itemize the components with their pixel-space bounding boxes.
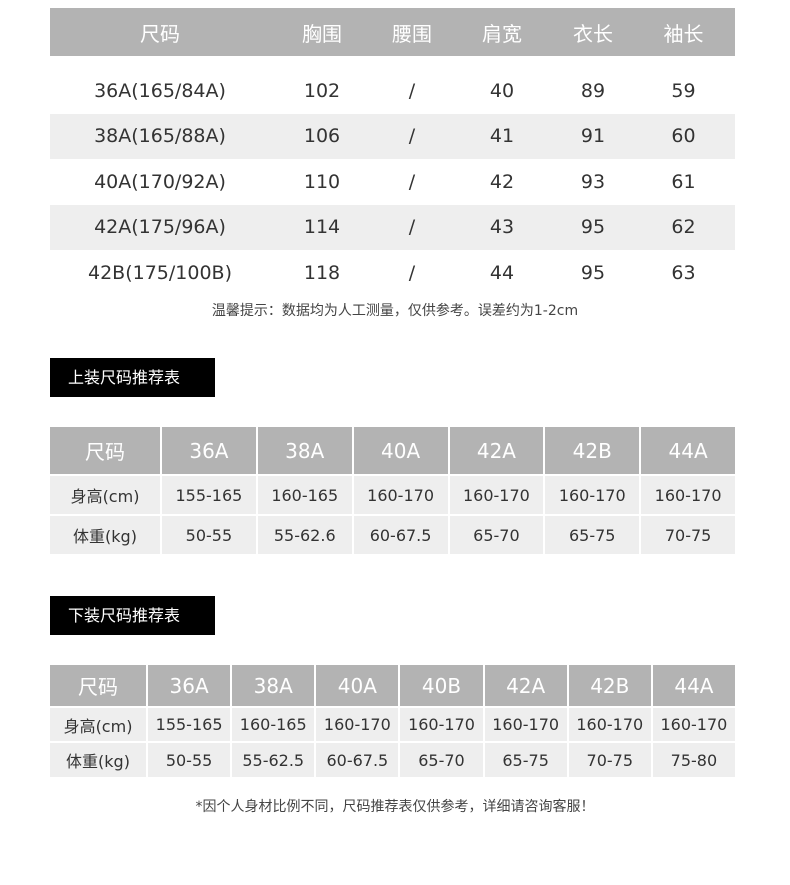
table-cell: 160-170 [400,708,483,741]
table-cell: 160-165 [257,476,352,514]
table-cell: 70-75 [568,743,651,777]
table-cell: 59 [671,79,696,102]
table-cell: / [408,261,416,284]
table-cell: 50-55 [148,743,231,777]
table-cell: 50-55 [162,516,256,554]
table-cell: 44 [489,261,515,284]
table-cell: 91 [580,125,606,148]
table-row: 38A(165/88A) 106 / 41 91 60 [50,113,735,159]
row-label: 身高(cm) [50,708,146,741]
table-cell: 40 [489,79,515,102]
header-cell: 44A [652,665,735,706]
header-cell: 42B [568,665,651,706]
header-cell: 衣长 [573,21,613,46]
table-cell: 160-170 [545,476,640,514]
table-cell: 60 [671,125,696,148]
table-cell: 40A(170/92A) [94,170,226,193]
table-row: 40A(170/92A) 110 / 42 93 61 [50,159,735,205]
table-cell: 60-67.5 [353,516,448,554]
table-row: 42A(175/96A) 114 / 43 95 62 [50,204,735,250]
table-cell: 55-62.5 [232,743,315,777]
header-cell: 38A [257,427,352,474]
table-cell: 160-170 [641,476,735,514]
table-cell: 93 [580,170,606,193]
header-cell: 36A [148,665,231,706]
table-cell: 75-80 [652,743,735,777]
top-recommend-table: 尺码 36A 38A 40A 42A 42B 44A 身高(cm) 155-165 160-165… [50,427,735,554]
header-cell: 腰围 [392,21,432,46]
table-cell: 42B(175/100B) [87,261,232,284]
table-cell: 38A(165/88A) [94,125,226,148]
row-label: 体重(kg) [50,743,146,777]
header-cell: 尺码 [50,427,160,474]
row-label: 身高(cm) [50,476,160,514]
table-cell: 160-170 [652,708,735,741]
header-cell: 42A [484,665,567,706]
table-cell: 42A(175/96A) [94,216,226,239]
table-cell: 95 [580,261,606,284]
table-cell: 160-170 [316,708,399,741]
header-cell: 40A [316,665,399,706]
table-cell: 62 [671,216,696,239]
header-cell: 42B [545,427,640,474]
header-cell: 胸围 [302,21,342,46]
measurement-table: 尺码 胸围 腰围 肩宽 衣长 袖长 36A(165/84A) 102 / 40 89 59 38A(16… [50,8,735,296]
table-cell: / [408,125,416,148]
bottom-recommend-table: 尺码 36A 38A 40A 40B 42A 42B 44A 身高(cm) 155-165 160-… [50,665,735,777]
table-row: 36A(165/84A) 102 / 40 89 59 [50,68,735,114]
header-cell: 40B [400,665,483,706]
header-cell: 袖长 [663,21,704,46]
table-cell: 95 [580,216,606,239]
table-cell: 41 [489,125,515,148]
table-cell: 160-170 [353,476,448,514]
table-cell: 106 [303,125,341,148]
bottom-recommend-title: 下装尺码推荐表 [50,596,215,635]
table-cell: 155-165 [148,708,231,741]
table-cell: 65-75 [484,743,567,777]
table-cell: / [408,170,416,193]
table-cell: 42 [489,170,515,193]
header-cell: 36A [162,427,256,474]
header-cell: 尺码 [50,665,146,706]
table-cell: 160-170 [484,708,567,741]
table-cell: 155-165 [162,476,256,514]
table-row: 42B(175/100B) 118 / 44 95 63 [50,250,735,296]
table-cell: 60-67.5 [316,743,399,777]
measurement-note: 温馨提示：数据均为人工测量，仅供参考。误差约为1-2cm [211,303,579,319]
header-cell: 尺码 [140,21,180,46]
header-cell: 42A [449,427,544,474]
table-cell: 65-70 [449,516,544,554]
bottom-recommend-note: *因个人身材比例不同，尺码推荐表仅供参考，详细请咨询客服！ [195,799,595,815]
table-cell: 55-62.6 [257,516,352,554]
table-cell: 89 [580,79,606,102]
header-cell: 44A [641,427,735,474]
table-cell: 160-165 [232,708,315,741]
table-cell: 65-70 [400,743,483,777]
header-cell: 38A [232,665,315,706]
table-cell: 160-170 [568,708,651,741]
top-recommend-title: 上装尺码推荐表 [50,358,215,397]
table-cell: 118 [303,261,341,284]
table-cell: 114 [303,216,341,239]
table-cell: 63 [671,261,696,284]
table-cell: 160-170 [449,476,544,514]
table-cell: 36A(165/84A) [94,79,226,102]
table-cell: / [408,216,416,239]
table-cell: / [408,79,416,102]
table-cell: 43 [489,216,515,239]
table-cell: 61 [671,170,696,193]
table-header-row: 尺码 胸围 腰围 肩宽 衣长 袖长 [50,8,735,56]
header-cell: 40A [353,427,448,474]
table-cell: 65-75 [545,516,640,554]
table-cell: 70-75 [641,516,735,554]
table-cell: 102 [303,79,341,102]
row-label: 体重(kg) [50,516,160,554]
header-cell: 肩宽 [482,21,522,46]
table-cell: 110 [303,170,341,193]
